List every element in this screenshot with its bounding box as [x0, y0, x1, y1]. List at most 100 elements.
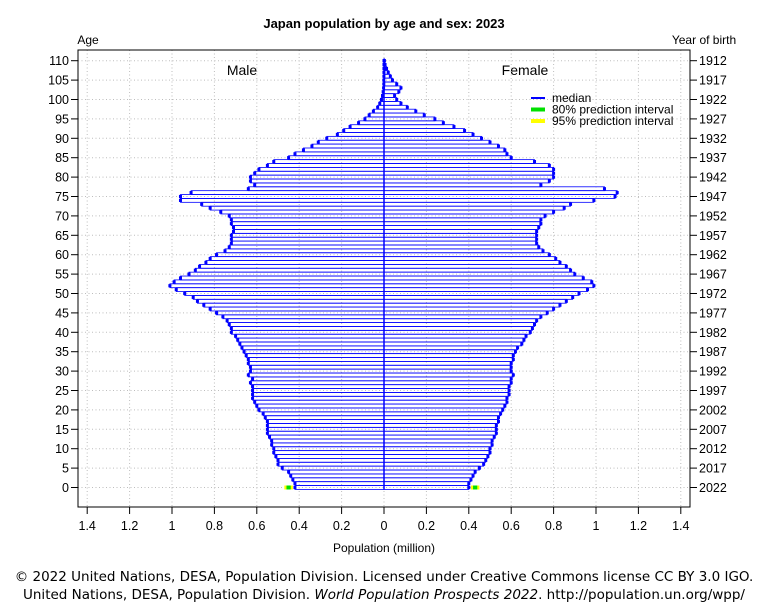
birth-year-tick-label: 1962 — [699, 248, 727, 262]
male-bar-age-10 — [273, 446, 385, 452]
male-median-marker-age-38 — [236, 338, 240, 342]
male-bar-age-43 — [226, 318, 385, 324]
male-bar-age-71 — [220, 209, 385, 215]
female-median-marker-age-72 — [562, 206, 566, 210]
x-tick-label: 0.4 — [291, 519, 308, 533]
female-median-marker-age-103 — [399, 86, 403, 90]
male-median-marker-age-6 — [276, 462, 280, 466]
y-axis-label-left: Age — [77, 33, 99, 47]
male-median-marker-age-8 — [274, 454, 278, 459]
male-bar-age-26 — [252, 384, 385, 389]
female-median-marker-age-86 — [505, 152, 509, 156]
female-bar-age-69 — [383, 217, 542, 223]
age-tick-label: 5 — [62, 462, 69, 476]
x-tick-label: 0.6 — [248, 519, 265, 533]
male-median-marker-age-78 — [253, 183, 257, 187]
female-bar-age-41 — [383, 326, 533, 331]
female-median-marker-age-68 — [539, 222, 543, 226]
male-median-marker-age-48 — [195, 299, 199, 303]
male-bar-age-9 — [273, 450, 385, 455]
population-pyramid-chart: Japan population by age and sex: 2023 Ag… — [48, 16, 736, 555]
female-bar-age-84 — [383, 159, 535, 164]
female-median-marker-age-14 — [494, 431, 498, 435]
x-tick-label: 1.2 — [630, 519, 647, 533]
female-median-marker-age-34 — [511, 353, 515, 358]
male-bar-age-27 — [250, 380, 385, 386]
male-median-marker-age-102 — [381, 90, 385, 94]
footer-copyright: © 2022 United Nations, DESA, Population … — [14, 569, 754, 585]
male-bar-age-36 — [241, 345, 385, 351]
female-bar-age-66 — [383, 229, 538, 234]
female-median-marker-age-13 — [492, 435, 496, 439]
male-bar-age-11 — [271, 442, 385, 448]
legend-label-0: median — [552, 91, 591, 105]
female-bar-age-47 — [383, 302, 561, 308]
female-bar-age-24 — [383, 392, 510, 397]
male-bar-age-59 — [209, 256, 385, 261]
female-median-marker-age-37 — [520, 342, 524, 346]
female-median-marker-age-99 — [399, 101, 403, 105]
male-median-marker-age-81 — [253, 171, 257, 175]
male-bar-age-77 — [247, 186, 385, 192]
female-median-marker-age-50 — [577, 291, 581, 296]
female-median-marker-age-10 — [488, 447, 492, 451]
male-median-marker-age-4 — [287, 470, 291, 474]
birth-year-tick-label: 1987 — [699, 345, 727, 359]
female-bar-age-61 — [383, 248, 544, 254]
male-bar-age-82 — [258, 166, 385, 172]
female-median-marker-age-107 — [386, 70, 390, 74]
male-median-marker-age-20 — [257, 408, 261, 412]
male-bar-age-72 — [209, 205, 385, 211]
female-median-marker-age-49 — [571, 295, 575, 299]
female-median-marker-age-83 — [547, 163, 551, 168]
male-bar-age-96 — [368, 112, 385, 118]
male-bar-age-44 — [222, 314, 385, 320]
age-tick-label: 45 — [55, 306, 69, 320]
female-bar-age-37 — [383, 341, 523, 347]
male-median-marker-age-60 — [215, 253, 219, 257]
birth-year-tick-label: 1967 — [699, 268, 727, 282]
male-bar-age-25 — [252, 388, 385, 393]
female-median-marker-age-3 — [471, 474, 475, 478]
age-tick-label: 30 — [55, 365, 69, 379]
male-bar-age-31 — [250, 364, 385, 370]
male-bar-age-8 — [275, 454, 385, 459]
female-median-marker-age-26 — [507, 385, 511, 389]
male-median-marker-age-25 — [251, 388, 255, 393]
birth-year-tick-label: 1957 — [699, 229, 727, 243]
female-bar-age-49 — [383, 295, 574, 300]
female-median-marker-age-73 — [569, 202, 573, 206]
female-bar-age-29 — [383, 372, 514, 378]
female-median-marker-age-29 — [511, 373, 515, 377]
male-bar-age-46 — [209, 306, 385, 312]
male-bar-age-80 — [250, 174, 385, 180]
birth-year-tick-label: 1997 — [699, 384, 727, 398]
male-bar-age-12 — [271, 438, 385, 444]
female-median-marker-age-52 — [592, 284, 596, 288]
female-median-marker-age-30 — [509, 369, 513, 373]
birth-year-tick-label: 1942 — [699, 171, 727, 185]
birth-year-tick-label: 1952 — [699, 209, 727, 223]
female-median-marker-age-41 — [530, 326, 534, 331]
female-bar-age-75 — [383, 194, 616, 199]
age-tick-label: 75 — [55, 190, 69, 204]
age-tick-label: 55 — [55, 268, 69, 282]
male-bar-age-1 — [294, 481, 385, 486]
female-median-marker-age-38 — [522, 338, 526, 342]
female-median-marker-age-93 — [452, 125, 456, 129]
male-bar-age-22 — [254, 399, 385, 405]
female-median-marker-age-7 — [484, 458, 488, 462]
male-median-marker-age-86 — [293, 152, 297, 156]
female-median-marker-age-95 — [433, 117, 437, 121]
male-bar-age-42 — [228, 322, 385, 327]
female-bar-age-28 — [383, 376, 512, 382]
female-median-marker-age-98 — [405, 105, 409, 109]
female-bar-age-21 — [383, 403, 506, 409]
male-median-marker-age-61 — [223, 249, 227, 253]
male-median-marker-age-29 — [246, 373, 250, 377]
female-bar-age-102 — [383, 89, 400, 95]
male-bar-age-21 — [256, 403, 385, 409]
female-bar-age-56 — [383, 267, 571, 273]
male-median-marker-age-51 — [174, 288, 178, 292]
x-tick-label: 0.2 — [418, 519, 435, 533]
